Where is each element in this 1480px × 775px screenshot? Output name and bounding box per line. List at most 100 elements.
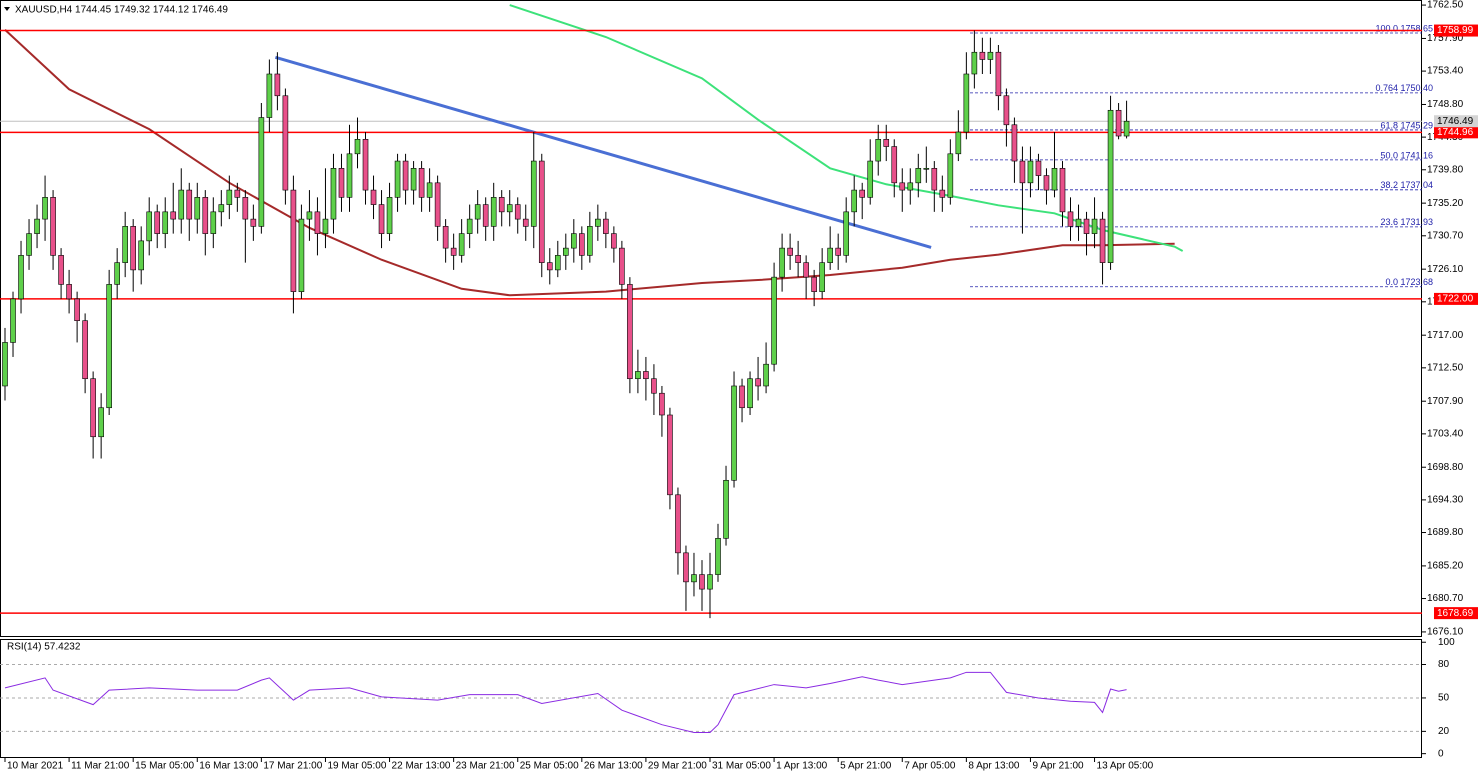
candle-body — [947, 153, 954, 198]
candle-body — [731, 385, 737, 481]
candle-body — [338, 168, 345, 198]
y-tick-label: 1689.80 — [1427, 527, 1464, 538]
candle-body — [362, 138, 369, 191]
x-tick-label: 9 Apr 21:00 — [1032, 761, 1084, 772]
y-tick-label: 1753.40 — [1427, 66, 1464, 77]
candle-body — [755, 378, 761, 387]
level-label: 1744.96 — [1437, 127, 1474, 138]
candle-body — [883, 138, 890, 147]
candle-body — [330, 168, 337, 220]
candle-body — [571, 233, 577, 249]
candle-body — [146, 211, 153, 242]
y-tick-label: 1703.40 — [1427, 428, 1464, 439]
candle-body — [979, 51, 986, 60]
candle-body — [659, 392, 665, 416]
candle-body — [402, 160, 409, 191]
candle-body — [827, 247, 833, 263]
candle-body — [739, 385, 745, 409]
y-tick-label: 20 — [1438, 726, 1450, 737]
candle-body — [34, 218, 40, 234]
candle-body — [955, 131, 962, 155]
candle-body — [891, 146, 898, 184]
candle-body — [691, 574, 697, 583]
candle-body — [995, 51, 1002, 97]
candle-body — [851, 189, 858, 213]
candle-body — [234, 189, 241, 198]
candle-body — [1035, 160, 1042, 176]
trendline — [274, 55, 932, 249]
candle-body — [763, 363, 769, 387]
candle-body — [378, 204, 385, 234]
x-tick-label: 10 Mar 2021 — [7, 761, 64, 772]
candle-body — [635, 371, 641, 380]
candle-body — [82, 320, 88, 380]
candle-body — [322, 218, 329, 234]
fib-label: 50.0 1741.16 — [1380, 150, 1433, 160]
candle-body — [482, 204, 489, 227]
candle-body — [162, 211, 169, 234]
level-box — [1434, 126, 1478, 139]
last-price-label: 1746.49 — [1437, 116, 1474, 127]
candle-body — [819, 262, 825, 292]
y-tick-label: 1726.10 — [1427, 264, 1464, 275]
candle-body — [843, 211, 849, 256]
candle-body — [707, 574, 713, 590]
y-tick-label: 0 — [1438, 748, 1444, 759]
candle-body — [595, 218, 601, 227]
candle-body — [1003, 95, 1010, 126]
y-tick-label: 100 — [1438, 637, 1455, 648]
candle-body — [274, 73, 281, 97]
candle-body — [1123, 120, 1130, 137]
level-label: 1758.99 — [1437, 25, 1474, 36]
candle-body — [1083, 218, 1090, 234]
candle-body — [202, 197, 209, 234]
candle-body — [154, 211, 161, 234]
y-tick-label: 1685.20 — [1427, 561, 1464, 572]
candle-body — [242, 197, 249, 220]
y-tick-label: 1748.80 — [1427, 99, 1464, 110]
fib-label: 0.764 1750.40 — [1375, 83, 1433, 93]
candle-body — [915, 168, 922, 184]
candle-body — [579, 233, 585, 256]
candle-body — [178, 189, 185, 220]
candle-body — [450, 247, 457, 256]
x-tick-label: 25 Mar 05:00 — [520, 761, 579, 772]
candle-body — [651, 378, 657, 394]
fib-label: 100.0 1758.65 — [1375, 23, 1433, 33]
candle-body — [875, 138, 882, 162]
candle-body — [306, 211, 313, 220]
x-tick-label: 16 Mar 13:00 — [199, 761, 258, 772]
candle-body — [346, 153, 353, 198]
fib-label: 23.6 1731.93 — [1380, 217, 1433, 227]
candle-body — [939, 189, 946, 198]
candle-body — [418, 168, 425, 198]
candle-body — [386, 197, 393, 234]
x-tick-label: 13 Apr 05:00 — [1097, 761, 1154, 772]
candle-body — [1043, 175, 1050, 191]
candle-body — [266, 73, 273, 118]
y-tick-label: 1694.30 — [1427, 495, 1464, 506]
candle-body — [611, 233, 617, 249]
y-tick-label: 80 — [1438, 659, 1450, 670]
candle-body — [250, 218, 257, 227]
candle-body — [1107, 109, 1114, 263]
candle-body — [370, 189, 377, 205]
candle-body — [18, 255, 24, 300]
level-label: 1678.69 — [1437, 608, 1474, 619]
candle-body — [795, 255, 801, 263]
rsi-title: RSI(14) 57.4232 — [7, 642, 81, 653]
fib-label: 61.8 1745.29 — [1380, 120, 1433, 130]
candle-body — [587, 226, 593, 256]
level-box — [1434, 292, 1478, 305]
candle-body — [58, 255, 64, 285]
candle-body — [811, 276, 817, 292]
candle-body — [923, 168, 930, 170]
candle-body — [835, 247, 841, 256]
candle-body — [410, 168, 417, 191]
candle-body — [2, 342, 8, 387]
candle-body — [971, 51, 978, 75]
candle-body — [538, 160, 545, 263]
rsi-panel-frame — [0, 639, 1422, 758]
candle-body — [474, 204, 481, 220]
